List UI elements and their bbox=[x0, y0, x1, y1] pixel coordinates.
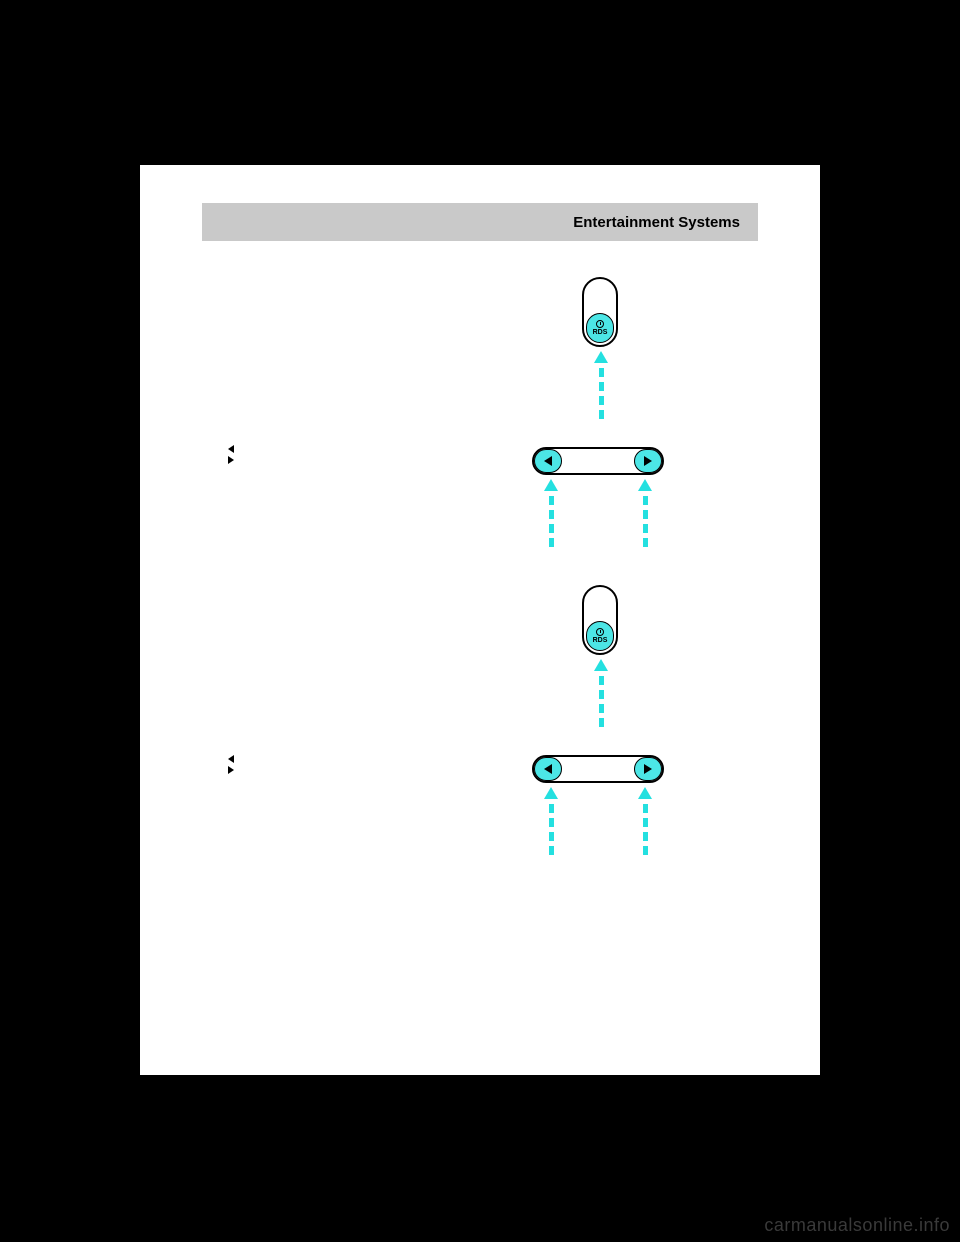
arrow-up-1a bbox=[594, 351, 608, 419]
rds-icon: RDS bbox=[586, 621, 614, 651]
triangle-left-icon bbox=[228, 445, 234, 453]
page-title: Entertainment Systems bbox=[573, 214, 740, 231]
triangle-left-icon bbox=[544, 764, 552, 774]
inline-triangles-1 bbox=[228, 445, 234, 464]
rocker-left-button[interactable] bbox=[534, 449, 562, 473]
rocker-1 bbox=[532, 447, 664, 475]
rds-label: RDS bbox=[593, 329, 608, 336]
watermark: carmanualsonline.info bbox=[764, 1215, 950, 1236]
triangle-right-icon bbox=[228, 766, 234, 774]
triangle-left-icon bbox=[544, 456, 552, 466]
rocker-right-button[interactable] bbox=[634, 757, 662, 781]
rds-icon: RDS bbox=[586, 313, 614, 343]
clock-icon bbox=[596, 320, 604, 328]
triangle-right-icon bbox=[644, 764, 652, 774]
rds-button-2: RDS bbox=[582, 585, 618, 655]
rds-button-1: RDS bbox=[582, 277, 618, 347]
clock-icon bbox=[596, 628, 604, 636]
arrow-up-1b bbox=[544, 479, 558, 547]
arrow-up-2a bbox=[594, 659, 608, 727]
manual-page: Entertainment Systems RDS bbox=[140, 165, 820, 1075]
inline-triangles-2 bbox=[228, 755, 234, 774]
rocker-left-button[interactable] bbox=[534, 757, 562, 781]
arrow-up-1c bbox=[638, 479, 652, 547]
rds-label: RDS bbox=[593, 637, 608, 644]
arrow-up-2c bbox=[638, 787, 652, 855]
triangle-right-icon bbox=[644, 456, 652, 466]
rocker-right-button[interactable] bbox=[634, 449, 662, 473]
rocker-2 bbox=[532, 755, 664, 783]
triangle-right-icon bbox=[228, 456, 234, 464]
arrow-up-2b bbox=[544, 787, 558, 855]
header-band: Entertainment Systems bbox=[202, 203, 758, 241]
triangle-left-icon bbox=[228, 755, 234, 763]
